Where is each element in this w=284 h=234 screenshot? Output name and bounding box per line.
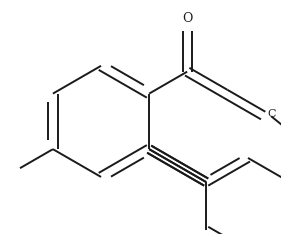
Text: C: C (268, 109, 276, 119)
Text: O: O (182, 12, 192, 25)
